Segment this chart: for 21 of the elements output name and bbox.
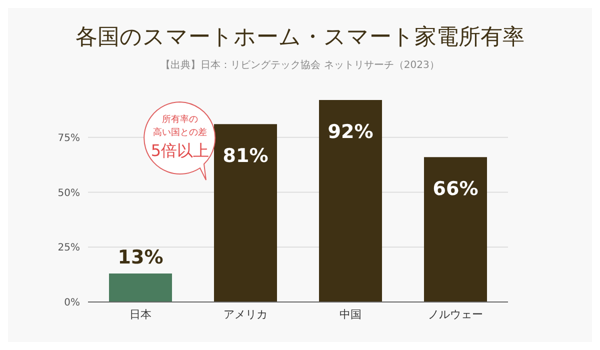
annotation: 5倍以上 <box>150 141 210 160</box>
y-tick-label: 75% <box>58 132 80 144</box>
x-tick-label: ノルウェー <box>428 308 483 321</box>
x-tick-label: 中国 <box>340 308 362 321</box>
y-tick-label: 25% <box>58 242 80 254</box>
bar <box>109 273 172 302</box>
data-label: 66% <box>432 178 478 200</box>
x-tick-label: アメリカ <box>224 308 268 321</box>
bar <box>214 124 277 302</box>
annotation: 高い国との差 <box>153 127 207 138</box>
chart-subtitle: 【出典】日本：リビングテック協会 ネットリサーチ（2023） <box>160 58 440 72</box>
y-tick-label: 50% <box>58 188 80 199</box>
data-label: 13% <box>118 246 164 268</box>
data-label: 81% <box>222 145 268 168</box>
bar <box>424 157 487 302</box>
annotation: 所有率の <box>162 114 198 125</box>
data-label: 92% <box>328 121 374 143</box>
x-tick-label: 日本 <box>130 308 152 321</box>
chart-title: 各国のスマートホーム・スマート家電所有率 <box>74 24 526 52</box>
y-tick-label: 0% <box>64 298 80 309</box>
bar <box>319 100 382 302</box>
